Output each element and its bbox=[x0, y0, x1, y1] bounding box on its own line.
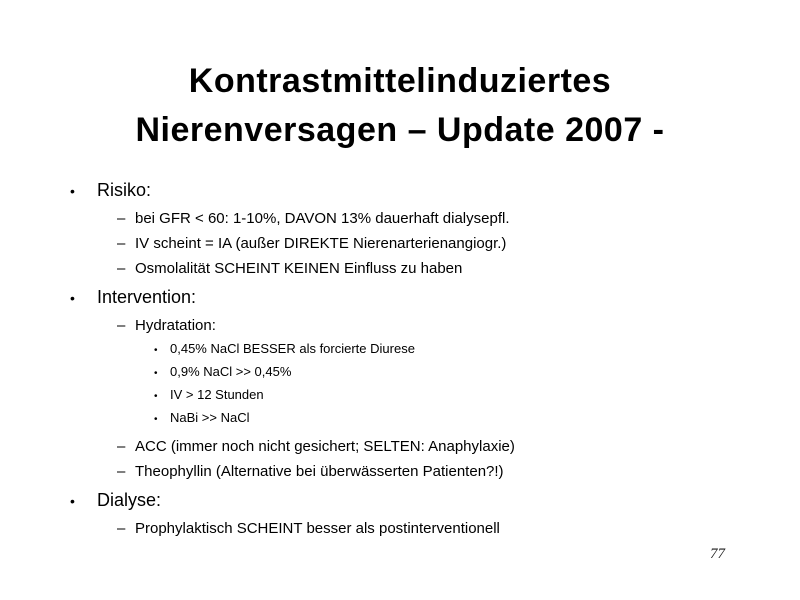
slide-title: Kontrastmittelinduziertes Nierenversagen… bbox=[0, 57, 800, 155]
dash-bullet-icon: – bbox=[117, 520, 126, 537]
outline-item-text: Intervention: bbox=[97, 287, 197, 307]
outline-item-text: Dialyse: bbox=[97, 490, 162, 510]
outline-item-text: 0,45% NaCl BESSER als forcierte Diurese bbox=[170, 341, 415, 356]
outline-item: • Dialyse: bbox=[70, 488, 770, 513]
bullet-icon: • bbox=[154, 414, 158, 425]
outline-item: – IV scheint = IA (außer DIREKTE Nierena… bbox=[117, 231, 770, 256]
bullet-icon: • bbox=[70, 183, 75, 199]
dash-bullet-icon: – bbox=[117, 317, 126, 334]
outline-item: – Prophylaktisch SCHEINT besser als post… bbox=[117, 516, 770, 541]
outline-item: – Hydratation: bbox=[117, 313, 770, 338]
slide-title-line2: Nierenversagen – Update 2007 - bbox=[135, 111, 665, 149]
outline-item-text: Risiko: bbox=[97, 180, 152, 200]
outline-item: • IV > 12 Stunden bbox=[154, 384, 770, 407]
outline-item-text: 0,9% NaCl >> 0,45% bbox=[170, 364, 292, 379]
outline-item: • 0,9% NaCl >> 0,45% bbox=[154, 361, 770, 384]
outline-item-text: IV > 12 Stunden bbox=[170, 387, 264, 402]
bullet-icon: • bbox=[70, 493, 75, 509]
outline-item-text: Prophylaktisch SCHEINT besser als postin… bbox=[135, 520, 500, 537]
outline-item-text: ACC (immer noch nicht gesichert; SELTEN:… bbox=[135, 438, 515, 455]
page-number: 77 bbox=[710, 546, 725, 562]
outline-item: • Risiko: bbox=[70, 178, 770, 203]
outline-item-text: IV scheint = IA (außer DIREKTE Nierenart… bbox=[135, 235, 507, 252]
bullet-outline: • Risiko: – bei GFR < 60: 1-10%, DAVON 1… bbox=[70, 178, 770, 541]
outline-item-text: bei GFR < 60: 1-10%, DAVON 13% dauerhaft… bbox=[135, 210, 510, 227]
outline-item-text: Hydratation: bbox=[135, 317, 216, 334]
dash-bullet-icon: – bbox=[117, 210, 126, 227]
outline-item: • NaBi >> NaCl bbox=[154, 407, 770, 430]
bullet-icon: • bbox=[154, 345, 158, 356]
bullet-icon: • bbox=[154, 368, 158, 379]
outline-item: • 0,45% NaCl BESSER als forcierte Diures… bbox=[154, 338, 770, 361]
dash-bullet-icon: – bbox=[117, 260, 126, 277]
outline-item: • Intervention: bbox=[70, 285, 770, 310]
outline-item: – bei GFR < 60: 1-10%, DAVON 13% dauerha… bbox=[117, 206, 770, 231]
outline-item-text: Theophyllin (Alternative bei überwässert… bbox=[135, 463, 504, 480]
slide-title-line1: Kontrastmittelinduziertes bbox=[188, 62, 612, 100]
outline-item: – Osmolalität SCHEINT KEINEN Einfluss zu… bbox=[117, 256, 770, 281]
dash-bullet-icon: – bbox=[117, 438, 126, 455]
dash-bullet-icon: – bbox=[117, 235, 126, 252]
outline-item: – Theophyllin (Alternative bei überwässe… bbox=[117, 459, 770, 484]
dash-bullet-icon: – bbox=[117, 463, 126, 480]
bullet-icon: • bbox=[70, 290, 75, 306]
outline-item-text: Osmolalität SCHEINT KEINEN Einfluss zu h… bbox=[135, 260, 463, 277]
bullet-icon: • bbox=[154, 391, 158, 402]
outline-item: – ACC (immer noch nicht gesichert; SELTE… bbox=[117, 434, 770, 459]
outline-item-text: NaBi >> NaCl bbox=[170, 410, 250, 425]
